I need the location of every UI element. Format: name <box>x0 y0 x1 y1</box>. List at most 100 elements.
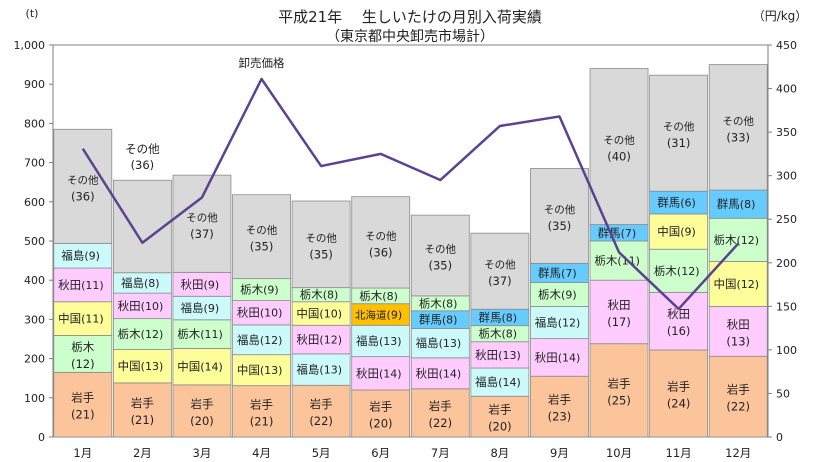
bar-segment-percent: (31) <box>667 136 691 150</box>
y-left-tick-label: 300 <box>24 313 45 326</box>
bar-segment <box>649 213 709 250</box>
bar-segment-label: その他 <box>186 211 218 224</box>
y-left-tick-label: 700 <box>24 157 45 170</box>
bar-segment <box>53 371 113 438</box>
bar-segment-percent: (13) <box>726 334 750 348</box>
bar-segment-label: その他 <box>365 229 397 242</box>
bar-segment-label: 群馬 <box>657 196 680 210</box>
bar-segment-percent: (13) <box>379 335 402 348</box>
bar-segment-percent: (16) <box>667 324 691 338</box>
bar-segment-label: 栃木 <box>359 289 382 303</box>
bar-segment-label: 岩手 <box>190 397 213 411</box>
y-left-tick-label: 400 <box>24 274 45 287</box>
y-left-tick-label: 1,000 <box>14 39 46 52</box>
y-right-tick-label: 50 <box>776 387 790 400</box>
bar-segment-percent: (9) <box>561 289 577 302</box>
bar-segment-percent: (8) <box>442 297 458 310</box>
bar-segment-percent: (8) <box>740 198 756 211</box>
bar-segment-label: 北海道 <box>355 309 387 322</box>
bar-segment-label: 秋田 <box>356 366 379 380</box>
bar-segment-percent: (14) <box>200 361 223 374</box>
bar-segment-label: 栃木 <box>714 233 737 247</box>
bar-segment-label: 岩手 <box>250 397 273 411</box>
bar-segment-percent: (12) <box>677 265 700 278</box>
bar-segment-percent: (8) <box>501 328 517 341</box>
x-category-label: 3月 <box>193 446 212 460</box>
bar-segment-percent: (20) <box>190 414 214 428</box>
bar-segment-label: 秋田 <box>535 350 558 364</box>
bar-segment-label: 栃木 <box>118 327 141 341</box>
bar-segment-percent: (20) <box>369 416 393 430</box>
y-left-tick-label: 0 <box>38 431 45 444</box>
x-category-label: 11月 <box>666 446 692 460</box>
bar-segment-label: 栃木 <box>478 327 501 341</box>
bar-segment <box>708 64 768 191</box>
bar-segment-label: 秋田 <box>296 333 319 347</box>
bar-segment <box>291 200 351 289</box>
y-left-tick-label: 800 <box>24 117 45 130</box>
bar-segment <box>470 367 530 397</box>
bar-segment-label: その他 <box>305 231 337 244</box>
bar-segment-label: 岩手 <box>369 399 392 413</box>
bar-segment-percent: (12) <box>319 334 342 347</box>
bar-segment-label: 栃木 <box>594 254 617 268</box>
price-line <box>81 77 740 311</box>
bar-segment <box>53 267 113 303</box>
bar-segment-percent: (33) <box>726 130 750 144</box>
bar-segment-label: 群馬 <box>717 197 740 211</box>
bar-segment <box>351 324 411 358</box>
bar-segment-percent: (9) <box>263 284 279 297</box>
bar-segment <box>410 328 470 359</box>
bar-segment <box>708 189 768 219</box>
bar-segment <box>470 341 530 369</box>
bar-segment-label: 福島 <box>535 316 558 330</box>
bar-segment-percent: (24) <box>667 396 691 410</box>
bar-segment <box>112 349 172 384</box>
bar-segment-percent: (13) <box>498 349 521 362</box>
bar-segment <box>53 128 113 244</box>
bar-segment-label: 中国 <box>296 307 319 321</box>
bar-segment-percent: (40) <box>607 150 631 164</box>
bar-segment-percent: (37) <box>488 274 512 288</box>
bar-segment-percent: (22) <box>309 414 333 428</box>
bar-segment-percent: (9) <box>387 309 403 322</box>
y-left-unit-label: (t) <box>26 7 39 20</box>
bar-segment-percent: (12) <box>141 328 164 341</box>
bar-segment-percent: (13) <box>141 360 164 373</box>
bar-segment-percent: (14) <box>498 376 521 389</box>
bar-segment-percent: (36) <box>71 189 95 203</box>
bar-segment-percent: (22) <box>428 416 452 430</box>
bar-segment-label: 栃木 <box>240 283 263 297</box>
bar-segment-label: 岩手 <box>727 383 750 397</box>
bar-segment-label: 岩手 <box>548 393 571 407</box>
bar-segment-percent: (14) <box>439 367 462 380</box>
bar-segment <box>232 354 291 387</box>
bar-segment <box>232 194 291 280</box>
bar-segment-percent: (14) <box>379 367 402 380</box>
bar-segment-percent: (21) <box>71 408 95 422</box>
bar-segment <box>351 389 411 438</box>
y-right-tick-label: 100 <box>776 344 797 357</box>
bar-segment-label: その他 <box>67 173 99 186</box>
bar-segment-label: 岩手 <box>429 399 452 413</box>
bar-segment-label: 秋田 <box>118 299 141 313</box>
bar-segment-percent: (9) <box>680 226 696 239</box>
bar-segment-label: 福島 <box>356 334 379 348</box>
bar-segment-percent: (22) <box>726 400 750 414</box>
y-right-unit-label: （円/kg） <box>753 9 808 23</box>
bar-segment-percent: (8) <box>144 277 160 290</box>
bar-segment-label: 岩手 <box>488 403 511 417</box>
bar-segment-label: 福島 <box>121 276 144 290</box>
bar-segment-label: その他 <box>425 243 457 256</box>
bar-segment <box>410 388 470 438</box>
bar-segment <box>112 292 172 320</box>
bar-segment <box>172 384 232 438</box>
bar-segment-label: 秋田 <box>58 278 81 292</box>
bar-segment-label: 福島 <box>475 375 498 389</box>
y-right-tick-label: 150 <box>776 300 797 313</box>
bar-segment-label: 岩手 <box>608 376 631 390</box>
bar-segment-percent: (37) <box>190 227 214 241</box>
y-right-tick-label: 350 <box>776 126 797 139</box>
bar-segment-label: 福島 <box>61 249 84 263</box>
bar-segment <box>649 349 709 438</box>
